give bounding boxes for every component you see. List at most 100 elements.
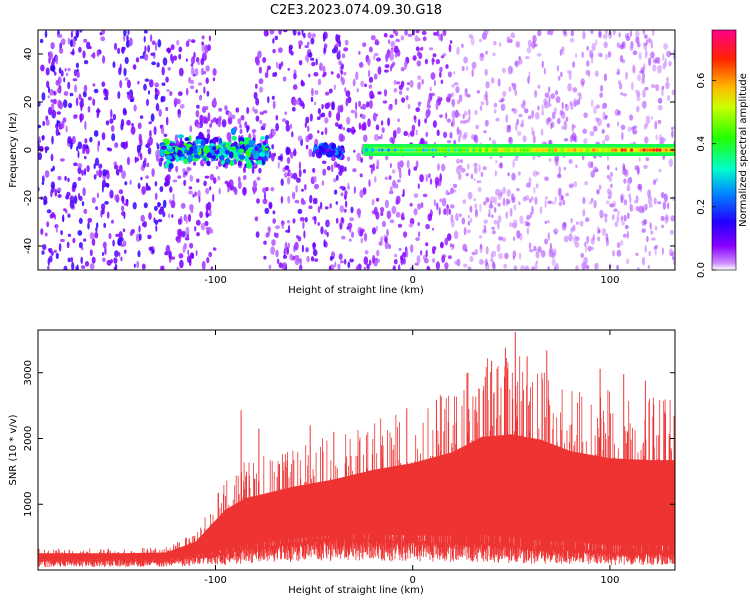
spectrogram-cell (65, 72, 69, 77)
spectrogram-cell (196, 232, 200, 237)
spectrogram-cell (662, 155, 665, 160)
carrier-cell (469, 148, 473, 152)
spectrogram-cell (340, 63, 344, 70)
spectrogram-cell (126, 156, 131, 166)
spectrogram-cell (474, 203, 478, 209)
spectrogram-cell (394, 98, 398, 106)
spectrogram-cell (657, 64, 662, 74)
carrier-cell (453, 148, 457, 152)
spectrogram-cell (463, 56, 468, 64)
carrier-cell (371, 148, 375, 152)
spectrogram-cell (623, 199, 628, 206)
spectrogram-cell (328, 265, 332, 270)
spectrogram-cell (624, 169, 629, 178)
spectrogram-cell (603, 41, 608, 49)
spectrogram-cell (421, 78, 424, 85)
spectrogram-cell (38, 136, 41, 143)
spectrogram-cell (601, 129, 605, 134)
spectrogram-cell (627, 212, 630, 219)
spectrogram-cell (644, 49, 648, 59)
spectrogram-cell (488, 204, 494, 209)
spectrogram-cell (541, 110, 544, 116)
spectrogram-cell (512, 236, 516, 241)
spectrogram-cell (293, 73, 297, 80)
spectrogram-cell (364, 250, 369, 255)
spectrogram-cell (243, 166, 246, 173)
spectrogram-cell (286, 246, 290, 255)
spectrogram-cell (280, 178, 284, 186)
snr-frame (37, 329, 676, 571)
spectrogram-cell (392, 129, 397, 139)
spectrogram-cell (170, 200, 176, 209)
spectrogram-cell (120, 118, 125, 127)
spectrogram-cell (69, 39, 73, 48)
spectrogram-cell (87, 222, 90, 230)
spectrogram-cell (530, 196, 534, 201)
spectrogram-cell (505, 197, 509, 207)
spectrogram-cell (310, 57, 315, 61)
spectrogram-cell (333, 178, 337, 183)
spectrogram-cell (308, 148, 313, 158)
spectrogram-cell (262, 198, 268, 205)
spectrogram-cell (187, 249, 190, 256)
spectrogram-cell (524, 265, 530, 270)
spectrogram-cell (406, 87, 410, 91)
spectrogram-cell (391, 63, 394, 68)
spectrogram-cell (512, 255, 515, 261)
spectrogram-cell (580, 78, 585, 86)
spectrogram-cell (105, 120, 110, 126)
spectrogram-cell (350, 126, 356, 135)
spectrogram-cell (310, 37, 315, 45)
spectrogram-cell (62, 214, 65, 223)
spectrogram-cell (306, 255, 310, 263)
spectrogram-cell (389, 34, 394, 38)
spectrogram-cell (120, 256, 123, 262)
spectrogram-cell (263, 255, 267, 260)
spectrogram-cell (560, 71, 563, 78)
spectrogram-cell (50, 168, 53, 172)
noise-blob-cell (263, 155, 268, 162)
spectrogram-cell (371, 198, 375, 206)
spectrogram-cell (321, 131, 324, 136)
spectrogram-cell (78, 93, 82, 100)
spectrogram-cell (408, 168, 411, 177)
spectrogram-cell (147, 186, 151, 191)
spectrogram-cell (178, 67, 184, 77)
spectrogram-cell (412, 30, 415, 36)
spectrogram-cell (389, 163, 392, 168)
spectrogram-cell (508, 86, 512, 93)
spectrogram-cell (265, 232, 270, 238)
spectrogram-cell (257, 50, 262, 59)
spectrogram-cell (215, 165, 219, 170)
spectrogram-cell (256, 198, 260, 204)
spectrogram-cell (87, 106, 91, 113)
spectrogram-cell (311, 87, 314, 97)
spectrogram-cell (201, 35, 205, 40)
spectrogram-cell (280, 196, 284, 204)
spectrogram-cell (76, 145, 79, 152)
spectrogram-cell (106, 259, 112, 266)
spectrogram-cell (73, 69, 78, 77)
spectrogram-cell (671, 89, 675, 96)
carrier-cell (428, 148, 432, 152)
spectrogram-cell (344, 87, 347, 93)
spectrogram-cell (616, 249, 622, 257)
carrier-cell (516, 148, 520, 152)
spectrogram-cell (497, 78, 501, 87)
spectrogram-cell (670, 215, 675, 222)
spectrogram-cell (180, 202, 186, 209)
spectrogram-cell (563, 235, 569, 243)
spectrogram-cell (616, 265, 619, 270)
spectrogram-cell (178, 46, 183, 53)
spectrogram-cell (500, 103, 506, 112)
spectrogram-cell (637, 74, 641, 81)
spectrogram-cell (518, 55, 521, 60)
spectrogram-cell (647, 264, 651, 269)
spectrogram-cell (284, 166, 289, 170)
spectrogram-cell (281, 220, 285, 226)
spectrogram-cell (278, 262, 283, 269)
spectrogram-cell (632, 129, 638, 135)
spectrogram-cell (289, 123, 293, 130)
spectrogram-cell (298, 44, 301, 50)
spectrogram-cell (298, 161, 301, 170)
